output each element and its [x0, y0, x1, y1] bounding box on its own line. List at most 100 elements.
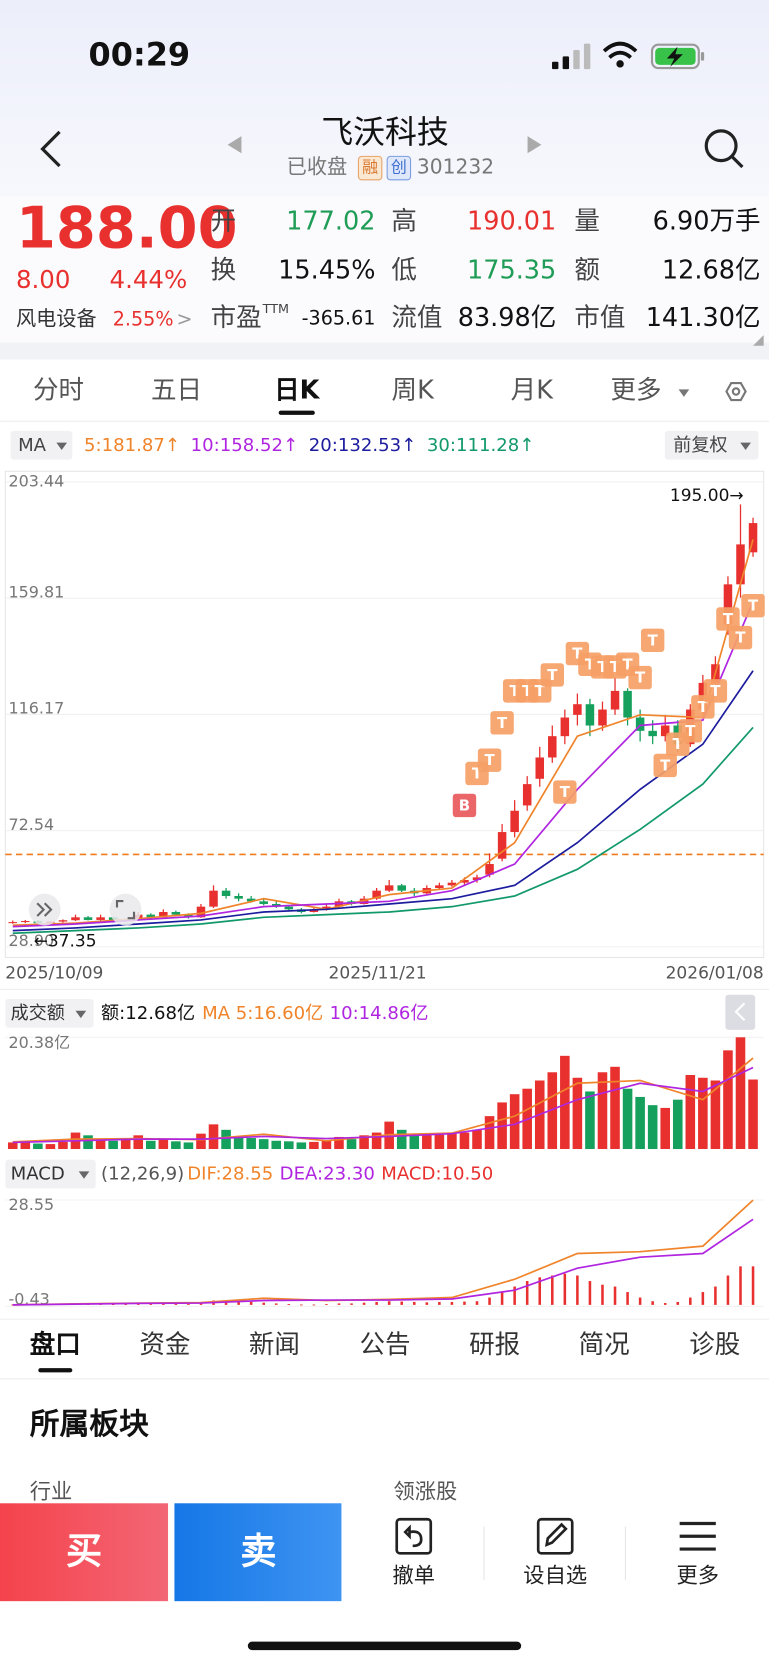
signal-marker	[678, 719, 703, 743]
last-price: 188.00	[16, 195, 238, 262]
field-value: 175.35	[467, 255, 556, 285]
action-label[interactable]: 设自选	[523, 1564, 587, 1589]
volume-bar	[371, 1132, 382, 1150]
back-button[interactable]	[40, 130, 61, 168]
candle-body	[497, 832, 507, 859]
candle-body	[234, 895, 243, 899]
period-tab[interactable]: 月K	[511, 376, 555, 406]
detail-tab[interactable]: 诊股	[689, 1330, 740, 1360]
settings-icon[interactable]	[725, 381, 747, 402]
adjust-selector[interactable]	[664, 430, 759, 460]
more-icon[interactable]	[679, 1521, 716, 1551]
period-tab[interactable]: 日K	[274, 376, 321, 406]
macd-bar	[488, 1297, 491, 1305]
candle-body	[748, 523, 758, 553]
dropdown-arrow	[56, 442, 68, 451]
sell-label[interactable]: 卖	[240, 1529, 276, 1572]
volume-bar	[145, 1140, 156, 1150]
detail-tab[interactable]: 公告	[360, 1330, 411, 1360]
candle-body	[648, 730, 657, 737]
cancel-icon[interactable]	[395, 1517, 433, 1555]
dropdown-arrow	[75, 1010, 87, 1019]
collapse-icon	[734, 1002, 746, 1022]
buy-button[interactable]	[0, 1503, 169, 1602]
volume-bar	[622, 1088, 633, 1150]
ma-line	[12, 1066, 754, 1144]
search-button[interactable]	[704, 129, 744, 169]
candle-body	[372, 890, 381, 899]
candle-body	[322, 906, 331, 910]
detail-tab[interactable]: 简况	[579, 1330, 630, 1360]
volume-bar	[321, 1140, 332, 1150]
signal-label: T	[673, 735, 684, 753]
period-tab[interactable]: 五日	[151, 376, 202, 406]
volume-bar	[133, 1135, 144, 1150]
sell-button[interactable]	[174, 1503, 342, 1602]
signal-label: T	[748, 597, 759, 615]
volume-bar	[233, 1136, 244, 1150]
candle-body	[21, 921, 30, 923]
volume-bar	[547, 1072, 558, 1150]
macd-bar	[751, 1266, 755, 1305]
action-label[interactable]: 撤单	[392, 1564, 435, 1589]
signal-label: T	[735, 629, 746, 647]
status-time: 00:29	[89, 35, 191, 73]
home-indicator	[247, 1641, 522, 1651]
prev-stock[interactable]	[227, 136, 242, 154]
macd-bar	[551, 1275, 554, 1305]
ma-line	[12, 539, 754, 927]
candle-body	[635, 717, 645, 731]
candle-body	[384, 885, 394, 891]
ma-legend: 5:181.87↑	[84, 435, 180, 456]
ma-legend: MA 5:16.60亿	[202, 1003, 323, 1024]
signal-label: T	[635, 669, 646, 687]
action-label[interactable]: 更多	[676, 1564, 719, 1589]
macd-legend: DEA:23.30	[280, 1164, 375, 1185]
signal-label: T	[723, 610, 734, 628]
volume-bar	[120, 1138, 131, 1150]
candle-body	[522, 784, 532, 806]
period-tab[interactable]: 周K	[392, 376, 436, 406]
volume-selector[interactable]	[5, 999, 94, 1028]
badge	[386, 155, 412, 181]
detail-tab[interactable]: 研报	[469, 1330, 520, 1360]
signal-label: T	[597, 658, 608, 676]
next-stock[interactable]	[527, 136, 542, 154]
sector-name[interactable]: 风电设备	[16, 307, 97, 331]
sector-arrow[interactable]: >	[177, 308, 193, 331]
volume-bar	[258, 1139, 269, 1150]
detail-tab[interactable]: 资金	[139, 1330, 190, 1360]
detail-tab[interactable]: 新闻	[249, 1330, 300, 1360]
watchlist-icon[interactable]	[536, 1517, 574, 1555]
macd-bar	[162, 1303, 165, 1305]
candle-body	[8, 922, 18, 924]
macd-selector[interactable]	[5, 1159, 96, 1189]
ma-legend: 10:14.86亿	[330, 1003, 429, 1024]
stock-code: 301232	[417, 155, 494, 179]
volume-bar	[45, 1144, 56, 1150]
signal-marker	[477, 748, 502, 772]
candle-body	[560, 717, 570, 737]
macd-chart: MACD (12,26,9) DIF:28.55 DEA:23.30 MACD:10.5…	[5, 1159, 764, 1309]
field-value: 177.02	[286, 206, 375, 236]
ma-selector[interactable]	[10, 430, 73, 460]
macd-bar	[438, 1301, 441, 1305]
volume-bar	[409, 1133, 420, 1150]
period-tab[interactable]: 更多	[611, 376, 662, 406]
chart-control[interactable]	[109, 893, 142, 926]
candle-body	[96, 917, 105, 920]
macd-bar	[588, 1281, 592, 1305]
macd-bar	[689, 1297, 692, 1305]
collapse-button[interactable]	[725, 994, 756, 1030]
detail-tab[interactable]: 盘口	[30, 1330, 81, 1360]
period-tab[interactable]: 分时	[33, 376, 84, 406]
ma-line	[12, 670, 754, 932]
candle-body	[171, 911, 181, 915]
signal-label: T	[522, 682, 533, 700]
y-tick-label: 116.17	[9, 699, 65, 718]
signal-label: T	[710, 682, 721, 700]
volume-bar	[83, 1135, 93, 1150]
buy-label[interactable]: 买	[66, 1529, 102, 1572]
date-label: 2025/11/21	[329, 963, 427, 983]
ma-line	[12, 726, 754, 935]
